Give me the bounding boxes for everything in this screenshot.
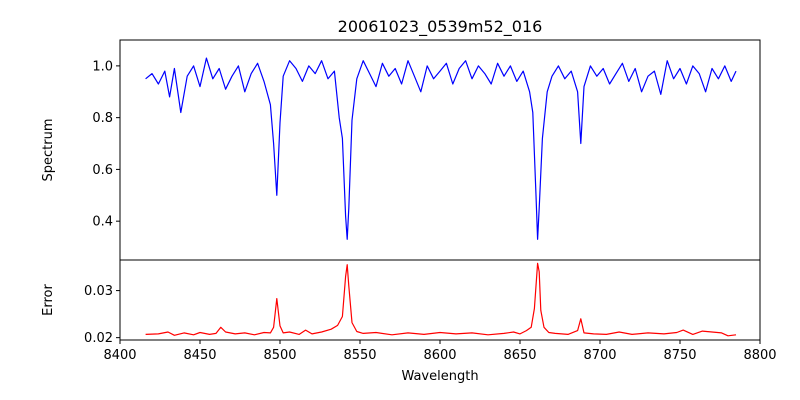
error-y-ticks: 0.02 0.03	[84, 284, 120, 346]
spectrum-y-tick-label: 0.8	[92, 111, 113, 126]
error-line	[145, 262, 737, 337]
wavelength-x-tick-label: 8750	[663, 348, 696, 363]
wavelength-x-tick-label: 8800	[743, 348, 776, 363]
chart-title: 20061023_0539m52_016	[338, 17, 543, 37]
wavelength-x-ticks: 8400 8450 8500 8550 8600 8650 8700 8750 8800	[103, 340, 777, 363]
spectrum-y-tick-label: 0.6	[92, 163, 113, 178]
spectrum-line	[145, 57, 737, 240]
wavelength-x-tick-label: 8700	[583, 348, 616, 363]
wavelength-x-tick-label: 8650	[503, 348, 536, 363]
wavelength-x-tick-label: 8450	[183, 348, 216, 363]
wavelength-x-tick-label: 8550	[343, 348, 376, 363]
wavelength-x-tick-label: 8500	[263, 348, 296, 363]
error-panel: 0.02 0.03 8400 8450 8500 8550 8600 8650 8700 875…	[41, 259, 777, 384]
wavelength-x-label: Wavelength	[401, 369, 478, 384]
error-y-tick-label: 0.03	[84, 284, 113, 299]
wavelength-x-tick-label: 8600	[423, 348, 456, 363]
error-y-label: Error	[41, 284, 56, 316]
error-y-tick-label: 0.02	[84, 331, 113, 346]
spectrum-y-tick-label: 1.0	[92, 59, 113, 74]
spectrum-y-tick-label: 0.4	[92, 215, 113, 230]
spectrum-y-ticks: 0.4 0.6 0.8 1.0	[92, 59, 120, 230]
wavelength-x-tick-label: 8400	[103, 348, 136, 363]
spectrum-y-label: Spectrum	[41, 119, 56, 182]
